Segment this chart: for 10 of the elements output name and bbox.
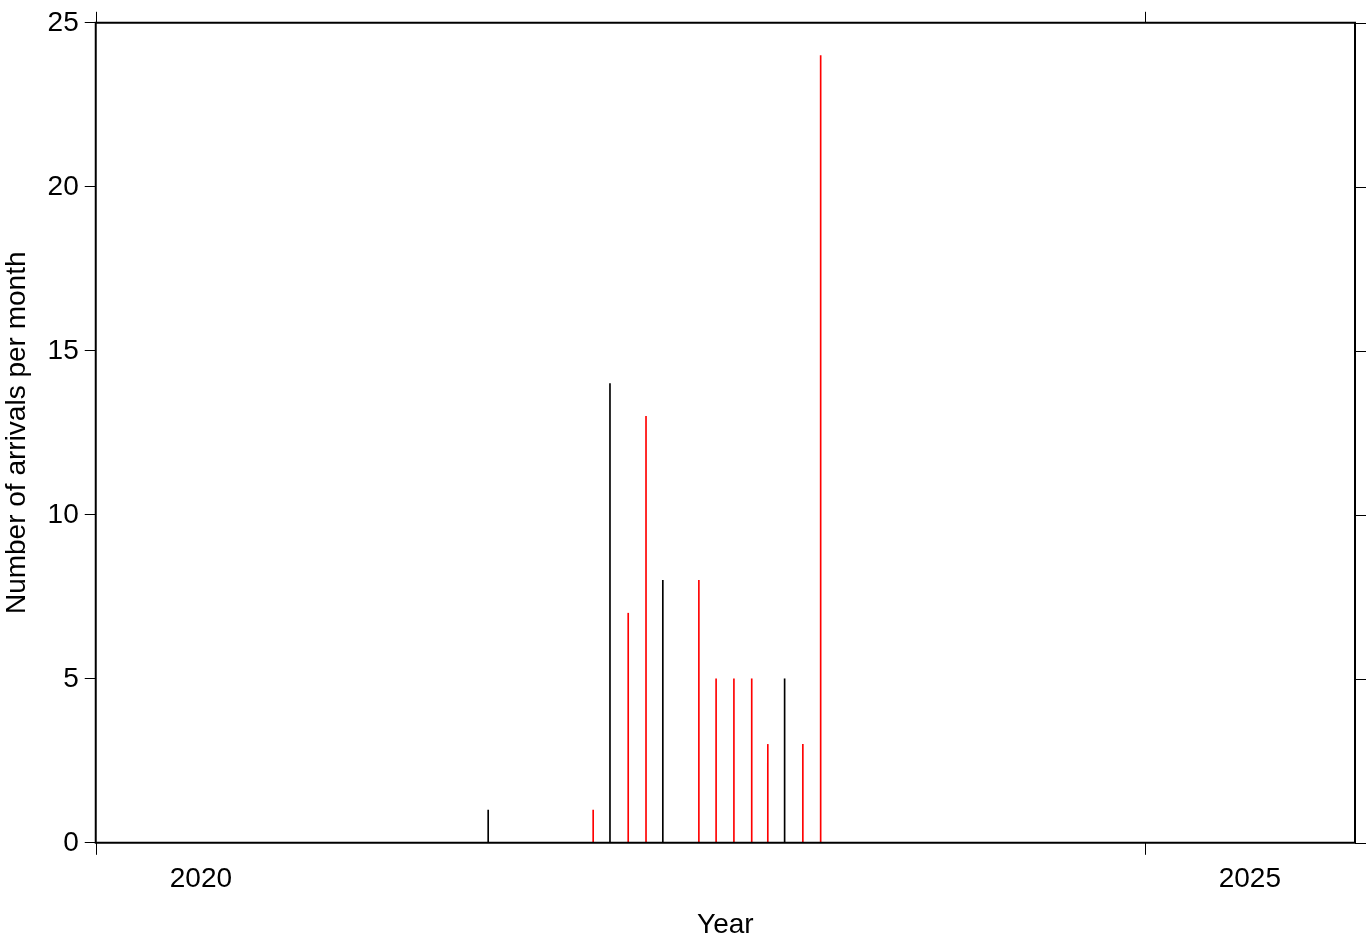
- y-tick-label: 15: [47, 333, 79, 365]
- y-tick-label: 10: [47, 497, 79, 529]
- y-tick-label: 20: [47, 169, 79, 201]
- y-tick-label: 5: [63, 661, 79, 693]
- y-axis-title: Number of arrivals per month: [0, 251, 31, 615]
- y-tick-label: 0: [63, 825, 79, 857]
- x-tick-label: 2020: [169, 862, 233, 894]
- y-tick-label: 25: [47, 5, 79, 37]
- x-axis-title: Year: [697, 907, 754, 939]
- x-tick-label: 2025: [1218, 862, 1282, 894]
